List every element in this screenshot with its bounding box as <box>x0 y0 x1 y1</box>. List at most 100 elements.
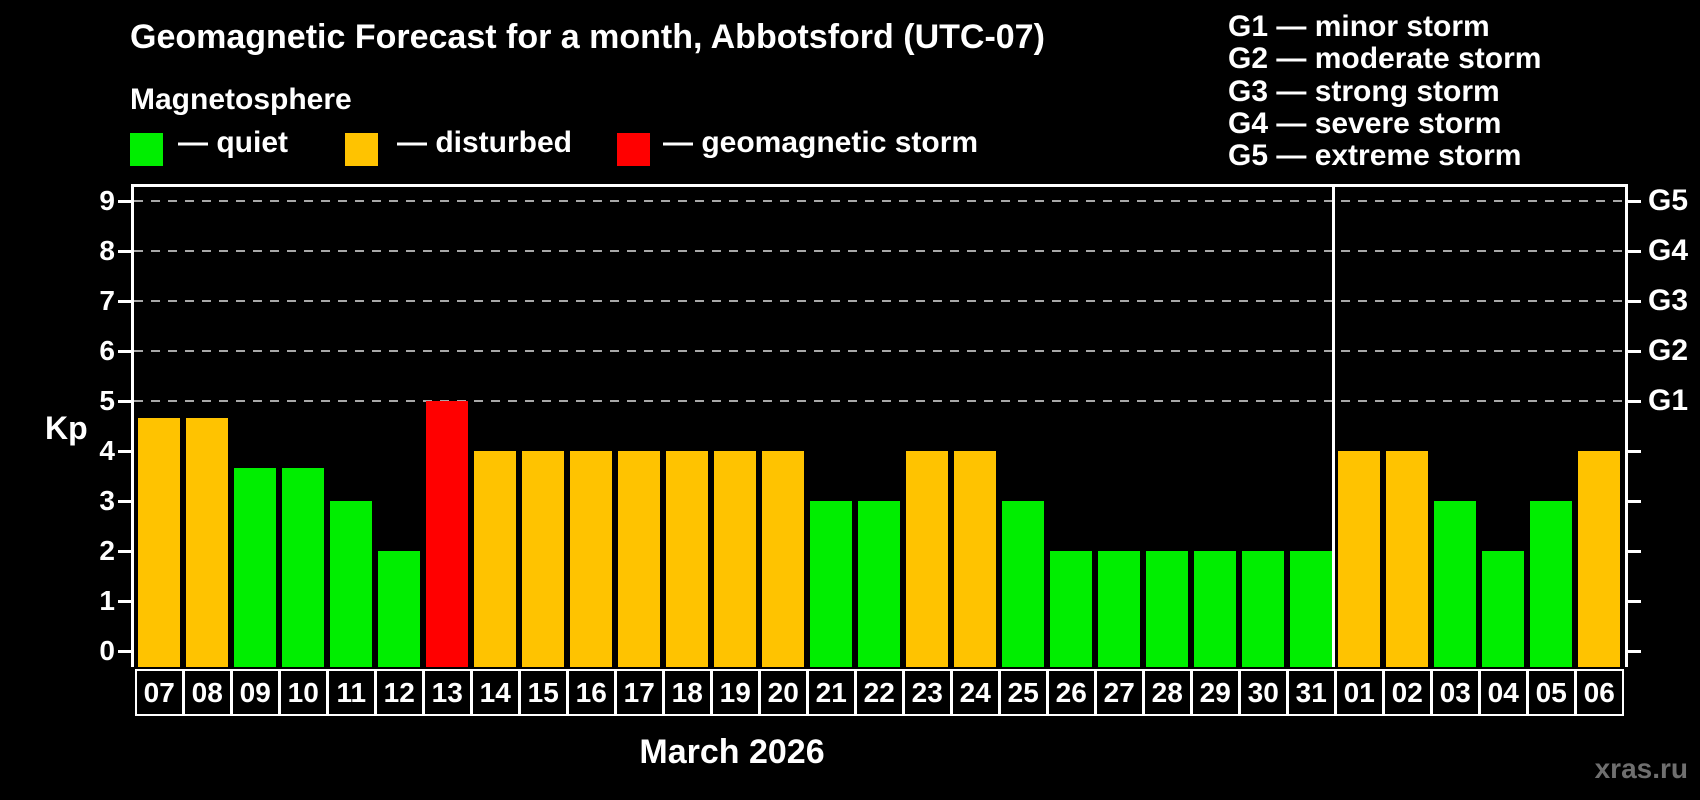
g-axis-label-G2: G2 <box>1648 334 1689 367</box>
bar-day-06 <box>1577 451 1620 667</box>
y-tick-left-7 <box>118 300 131 303</box>
x-label-22: 22 <box>855 669 904 716</box>
y-tick-right-9 <box>1628 200 1641 203</box>
y-tick-left-2 <box>118 550 131 553</box>
y-axis-title: Kp <box>45 410 88 446</box>
gridline-kp5 <box>134 400 1625 402</box>
legend-swatch-disturbed <box>345 133 378 166</box>
x-label-17: 17 <box>615 669 664 716</box>
month-divider-line <box>1332 187 1335 667</box>
x-axis-title: March 2026 <box>639 733 825 771</box>
g-legend-line-4: G4 — severe storm <box>1228 106 1502 140</box>
bar-day-15 <box>521 451 564 667</box>
x-label-09: 09 <box>231 669 280 716</box>
y-tick-left-3 <box>118 500 131 503</box>
y-tick-label-4: 4 <box>99 435 115 466</box>
g-axis-label-G1: G1 <box>1648 384 1689 417</box>
bar-day-17 <box>617 451 660 667</box>
bar-day-13 <box>425 401 468 667</box>
bar-day-21 <box>809 501 852 667</box>
legend-label-quiet: — quiet <box>178 126 288 159</box>
bar-day-07 <box>137 417 180 667</box>
y-tick-left-8 <box>118 250 131 253</box>
x-label-13: 13 <box>423 669 472 716</box>
y-tick-label-8: 8 <box>99 235 115 266</box>
x-label-18: 18 <box>663 669 712 716</box>
x-label-26: 26 <box>1047 669 1096 716</box>
bar-day-23 <box>905 451 948 667</box>
y-tick-label-9: 9 <box>99 185 115 216</box>
y-tick-right-5 <box>1628 400 1641 403</box>
g-legend-line-3: G3 — strong storm <box>1228 74 1500 108</box>
y-tick-label-5: 5 <box>99 385 115 416</box>
y-tick-label-0: 0 <box>99 635 115 666</box>
bar-day-20 <box>761 451 804 667</box>
bar-day-02 <box>1385 451 1428 667</box>
gridline-kp7 <box>134 300 1625 302</box>
y-tick-left-5 <box>118 400 131 403</box>
x-label-30: 30 <box>1239 669 1288 716</box>
y-tick-left-9 <box>118 200 131 203</box>
bar-day-30 <box>1241 551 1284 667</box>
g-axis-label-G3: G3 <box>1648 284 1689 317</box>
gridline-kp9 <box>134 200 1625 202</box>
x-label-27: 27 <box>1095 669 1144 716</box>
bar-day-10 <box>281 467 324 667</box>
bar-day-25 <box>1001 501 1044 667</box>
x-label-25: 25 <box>999 669 1048 716</box>
y-tick-right-7 <box>1628 300 1641 303</box>
bar-day-29 <box>1193 551 1236 667</box>
legend-label-storm: — geomagnetic storm <box>663 126 979 159</box>
x-label-03: 03 <box>1431 669 1480 716</box>
page-title: Geomagnetic Forecast for a month, Abbots… <box>130 18 1045 56</box>
y-tick-label-2: 2 <box>99 535 115 566</box>
y-tick-left-6 <box>118 350 131 353</box>
y-tick-right-2 <box>1628 550 1641 553</box>
x-label-23: 23 <box>903 669 952 716</box>
x-label-20: 20 <box>759 669 808 716</box>
x-label-29: 29 <box>1191 669 1240 716</box>
x-label-28: 28 <box>1143 669 1192 716</box>
y-tick-right-3 <box>1628 500 1641 503</box>
bar-day-31 <box>1289 551 1332 667</box>
y-tick-right-8 <box>1628 250 1641 253</box>
bar-day-09 <box>233 467 276 667</box>
x-label-21: 21 <box>807 669 856 716</box>
legend-swatch-storm <box>617 133 650 166</box>
bar-day-04 <box>1481 551 1524 667</box>
bar-day-03 <box>1433 501 1476 667</box>
bar-day-27 <box>1097 551 1140 667</box>
g-legend-line-1: G1 — minor storm <box>1228 10 1490 43</box>
x-label-05: 05 <box>1527 669 1576 716</box>
x-label-31: 31 <box>1287 669 1336 716</box>
bar-day-14 <box>473 451 516 667</box>
x-label-14: 14 <box>471 669 520 716</box>
bar-day-18 <box>665 451 708 667</box>
g-legend-line-5: G5 — extreme storm <box>1228 139 1522 172</box>
legend-label-disturbed: — disturbed <box>397 126 573 159</box>
bar-day-26 <box>1049 551 1092 667</box>
y-tick-right-6 <box>1628 350 1641 353</box>
x-label-19: 19 <box>711 669 760 716</box>
x-label-01: 01 <box>1335 669 1384 716</box>
y-tick-right-0 <box>1628 650 1641 653</box>
x-label-08: 08 <box>183 669 232 716</box>
y-tick-right-4 <box>1628 450 1641 453</box>
x-label-10: 10 <box>279 669 328 716</box>
x-label-06: 06 <box>1575 669 1624 716</box>
x-label-12: 12 <box>375 669 424 716</box>
plot-frame <box>131 184 1628 667</box>
y-tick-label-6: 6 <box>99 335 115 366</box>
y-tick-label-7: 7 <box>99 285 115 316</box>
bar-day-28 <box>1145 551 1188 667</box>
bar-day-01 <box>1337 451 1380 667</box>
x-label-11: 11 <box>327 669 376 716</box>
x-label-16: 16 <box>567 669 616 716</box>
x-label-07: 07 <box>135 669 184 716</box>
bar-day-19 <box>713 451 756 667</box>
gridline-kp8 <box>134 250 1625 252</box>
bar-day-12 <box>377 551 420 667</box>
g-axis-label-G4: G4 <box>1648 234 1689 267</box>
bar-day-05 <box>1529 501 1572 667</box>
